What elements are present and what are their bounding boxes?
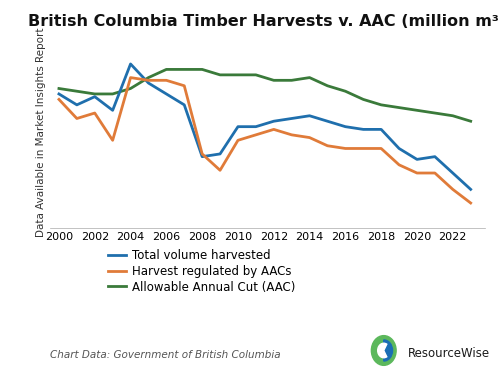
Title: British Columbia Timber Harvests v. AAC (million m³): British Columbia Timber Harvests v. AAC … <box>28 14 500 29</box>
Circle shape <box>372 335 396 366</box>
Wedge shape <box>378 343 387 358</box>
Text: Chart Data: Government of British Columbia: Chart Data: Government of British Columb… <box>50 350 280 360</box>
Text: ResourceWise: ResourceWise <box>408 347 490 360</box>
Legend: Total volume harvested, Harvest regulated by AACs, Allowable Annual Cut (AAC): Total volume harvested, Harvest regulate… <box>108 249 295 294</box>
Y-axis label: Data Available in Market Insights Report: Data Available in Market Insights Report <box>36 28 46 237</box>
Wedge shape <box>384 340 392 361</box>
